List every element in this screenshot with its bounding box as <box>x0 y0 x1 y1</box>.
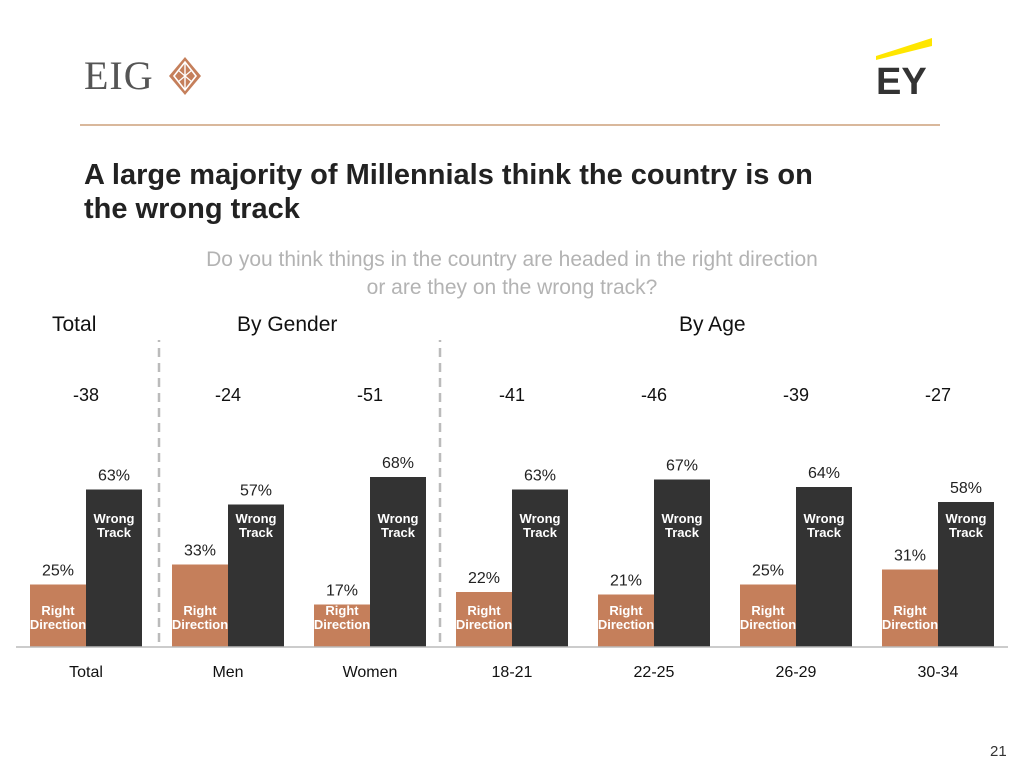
wrong-track-value-label: 68% <box>382 455 414 472</box>
wrong-track-bar-label: Wrong <box>378 511 419 526</box>
right-direction-bar <box>172 564 228 647</box>
title-line-2: the wrong track <box>84 193 300 225</box>
right-direction-value-label: 17% <box>326 583 358 600</box>
section-age-label: By Age <box>679 313 746 336</box>
wrong-track-bar-label: Track <box>949 525 984 540</box>
section-total-label: Total <box>52 313 97 336</box>
net-difference-label: -46 <box>641 385 667 405</box>
wrong-track-bar-label: Track <box>665 525 700 540</box>
right-direction-bar <box>30 584 86 647</box>
right-direction-bar-label: Right <box>893 603 927 618</box>
right-direction-bar-label: Right <box>325 603 359 618</box>
wrong-track-bar-label: Track <box>523 525 558 540</box>
right-direction-bar-label: Right <box>183 603 217 618</box>
right-direction-bar-label: Right <box>609 603 643 618</box>
category-tick-label: 30-34 <box>918 664 959 681</box>
wrong-track-bar <box>796 487 852 647</box>
wrong-track-value-label: 64% <box>808 465 840 482</box>
wrong-track-bar <box>228 504 284 647</box>
section-gender-label: By Gender <box>237 313 338 336</box>
ey-logo: EY <box>872 36 936 103</box>
net-difference-label: -38 <box>73 385 99 405</box>
right-direction-bar-label: Direction <box>314 617 370 632</box>
right-direction-bar <box>882 569 938 647</box>
wrong-track-value-label: 58% <box>950 480 982 497</box>
right-direction-bar <box>598 594 654 647</box>
right-direction-bar <box>740 584 796 647</box>
right-direction-bar-label: Direction <box>740 617 796 632</box>
right-direction-value-label: 22% <box>468 570 500 587</box>
net-difference-label: -39 <box>783 385 809 405</box>
right-direction-bar-label: Direction <box>456 617 512 632</box>
wrong-track-bar-label: Track <box>381 525 416 540</box>
wrong-track-bar <box>512 489 568 647</box>
right-direction-value-label: 25% <box>752 563 784 580</box>
wrong-track-bar-label: Wrong <box>236 511 277 526</box>
ey-logo-text: EY <box>876 61 927 98</box>
wrong-track-value-label: 63% <box>524 468 556 485</box>
category-tick-label: Total <box>69 664 103 681</box>
survey-question: Do you think things in the country are h… <box>140 246 884 302</box>
right-direction-bar-label: Right <box>751 603 785 618</box>
right-direction-bar <box>456 592 512 647</box>
right-direction-bar-label: Direction <box>30 617 86 632</box>
question-line-2: or are they on the wrong track? <box>366 276 658 299</box>
wrong-track-bar <box>370 477 426 647</box>
net-difference-label: -27 <box>925 385 951 405</box>
page-number: 21 <box>990 743 1007 760</box>
page-title: A large majority of Millennials think th… <box>84 158 944 226</box>
question-line-1: Do you think things in the country are h… <box>206 248 818 271</box>
net-difference-label: -41 <box>499 385 525 405</box>
right-direction-bar-label: Direction <box>598 617 654 632</box>
wrong-track-bar-label: Wrong <box>520 511 561 526</box>
eig-logo-text: EIG <box>84 53 154 98</box>
right-direction-bar-label: Direction <box>882 617 938 632</box>
wrong-track-bar <box>86 489 142 647</box>
bar-chart: 25%RightDirection63%WrongTrack-38Total33… <box>16 340 1008 681</box>
net-difference-label: -24 <box>215 385 241 405</box>
wrong-track-bar-label: Track <box>239 525 274 540</box>
category-tick-label: Men <box>212 664 243 681</box>
wrong-track-bar-label: Track <box>807 525 842 540</box>
wrong-track-bar <box>938 502 994 647</box>
right-direction-bar-label: Direction <box>172 617 228 632</box>
category-tick-label: 18-21 <box>492 664 533 681</box>
header-divider <box>80 124 940 126</box>
wrong-track-value-label: 63% <box>98 468 130 485</box>
diamond-icon <box>168 56 201 95</box>
title-line-1: A large majority of Millennials think th… <box>84 159 813 191</box>
wrong-track-bar-label: Wrong <box>94 511 135 526</box>
ey-beam-icon <box>876 38 932 60</box>
right-direction-value-label: 33% <box>184 543 216 560</box>
category-tick-label: Women <box>343 664 398 681</box>
right-direction-bar-label: Right <box>467 603 501 618</box>
wrong-track-bar-label: Track <box>97 525 132 540</box>
wrong-track-bar <box>654 479 710 647</box>
wrong-track-bar-label: Wrong <box>662 511 703 526</box>
net-difference-label: -51 <box>357 385 383 405</box>
category-tick-label: 22-25 <box>634 664 675 681</box>
right-direction-bar-label: Right <box>41 603 75 618</box>
eig-logo: EIG <box>84 52 202 99</box>
wrong-track-value-label: 57% <box>240 483 272 500</box>
wrong-track-bar-label: Wrong <box>946 511 987 526</box>
right-direction-value-label: 25% <box>42 563 74 580</box>
category-tick-label: 26-29 <box>776 664 817 681</box>
right-direction-value-label: 21% <box>610 573 642 590</box>
right-direction-bar <box>314 604 370 647</box>
wrong-track-bar-label: Wrong <box>804 511 845 526</box>
right-direction-value-label: 31% <box>894 548 926 565</box>
wrong-track-value-label: 67% <box>666 458 698 475</box>
